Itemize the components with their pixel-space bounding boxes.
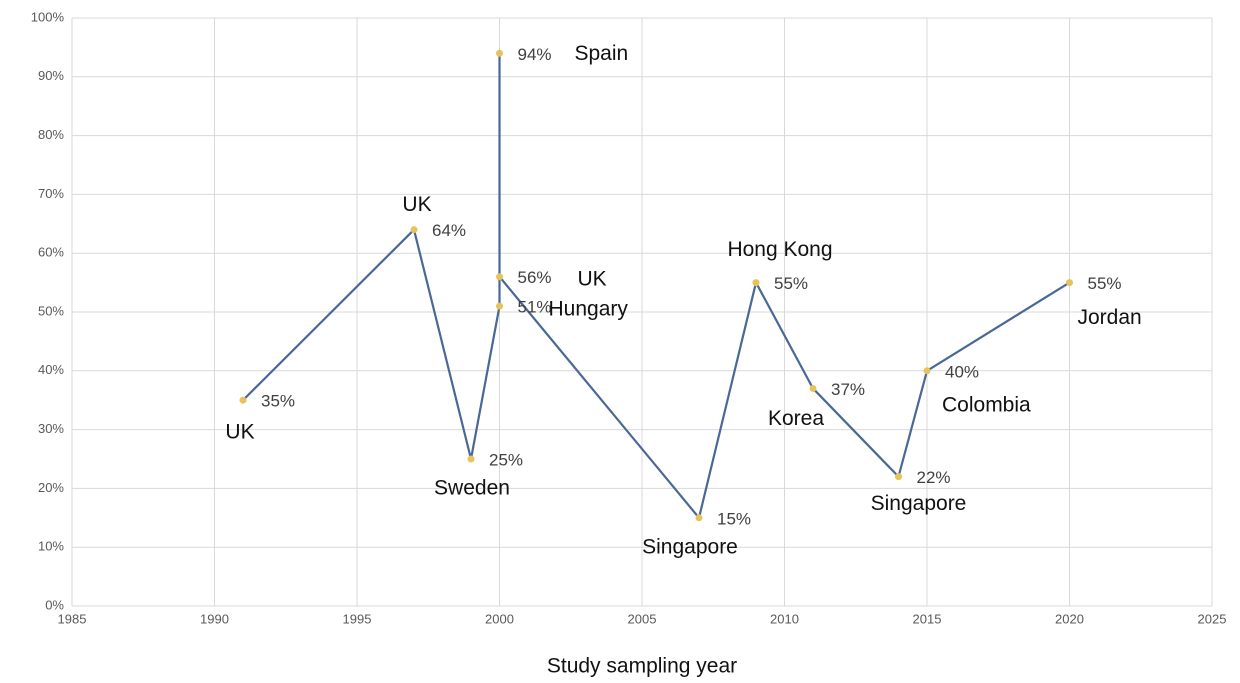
point-label: UK — [402, 193, 431, 216]
data-label: 37% — [831, 380, 865, 399]
data-label: 25% — [489, 450, 523, 469]
x-tick-label: 2010 — [770, 611, 799, 626]
x-tick-label: 1985 — [58, 611, 87, 626]
data-point — [239, 396, 247, 404]
x-tick-label: 2020 — [1055, 611, 1084, 626]
point-label: Hungary — [549, 298, 629, 321]
y-tick-label: 60% — [38, 245, 64, 260]
data-point — [1066, 279, 1073, 287]
data-point — [923, 367, 931, 375]
point-label: UK — [225, 421, 254, 444]
point-label: Singapore — [642, 535, 738, 558]
y-tick-label: 100% — [31, 9, 65, 24]
point-label: Singapore — [871, 492, 967, 515]
data-point — [895, 473, 902, 481]
point-label: Jordan — [1078, 306, 1142, 329]
data-point — [752, 279, 760, 287]
data-point — [496, 49, 503, 57]
point-label: Hong Kong — [727, 238, 832, 261]
x-tick-label: 2000 — [485, 611, 514, 626]
data-label: 94% — [518, 45, 552, 64]
point-label: Colombia — [942, 393, 1031, 416]
y-tick-label: 50% — [38, 303, 64, 318]
data-point — [496, 273, 503, 281]
x-tick-label: 2025 — [1198, 611, 1227, 626]
data-label: 51% — [518, 298, 552, 317]
x-tick-label: 2015 — [913, 611, 942, 626]
x-axis-title: Study sampling year — [547, 655, 737, 678]
data-label: 40% — [945, 362, 979, 381]
data-point — [467, 455, 475, 463]
y-tick-label: 30% — [38, 421, 64, 436]
data-point — [496, 302, 503, 310]
data-point — [695, 514, 703, 522]
point-label: Korea — [768, 407, 824, 430]
y-tick-label: 0% — [45, 597, 64, 612]
data-label: 22% — [917, 468, 951, 487]
data-point — [809, 384, 817, 392]
point-label: Sweden — [434, 477, 510, 500]
data-label: 35% — [261, 392, 295, 411]
data-line — [242, 53, 1071, 521]
data-label: 56% — [518, 268, 552, 287]
y-tick-label: 90% — [38, 68, 64, 83]
data-label: 64% — [432, 221, 466, 240]
y-tick-label: 10% — [38, 539, 64, 554]
data-label: 15% — [717, 509, 751, 528]
x-tick-label: 2005 — [628, 611, 657, 626]
point-label: Spain — [575, 42, 629, 65]
y-tick-label: 80% — [38, 127, 64, 142]
data-label: 55% — [1088, 274, 1122, 293]
data-point — [410, 226, 418, 234]
x-tick-label: 1995 — [343, 611, 372, 626]
x-tick-label: 1990 — [200, 611, 229, 626]
y-tick-label: 70% — [38, 186, 64, 201]
y-tick-label: 20% — [38, 480, 64, 495]
data-label: 55% — [774, 274, 808, 293]
y-tick-label: 40% — [38, 362, 64, 377]
point-label: UK — [578, 267, 607, 290]
